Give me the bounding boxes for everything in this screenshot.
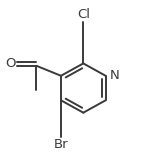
Text: O: O [5, 58, 16, 70]
Text: N: N [109, 69, 119, 82]
Text: Cl: Cl [77, 8, 90, 21]
Text: Br: Br [54, 138, 68, 151]
